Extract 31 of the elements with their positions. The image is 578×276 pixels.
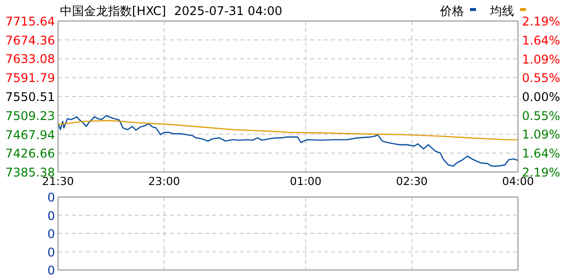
y2-tick-label: 1.09% [522,52,560,66]
y-tick-label: 7467.94 [5,128,55,142]
y2-tick-label: 0.55% [522,108,560,123]
line-series [57,120,519,140]
x-tick-label: 23:00 [148,175,180,188]
y-tick-label: 0 [47,227,55,241]
legend-label: 均线 [489,4,514,18]
y-tick-label: 0 [47,208,55,223]
y2-tick-label: 1.64% [522,33,560,48]
y2-tick-label: 1.64% [522,146,560,161]
y-tick-label: 7591.79 [5,71,55,86]
y-tick-label: 0 [47,245,55,260]
y-tick-label: 7633.08 [5,52,55,66]
y-tick-label: 7426.66 [5,146,55,161]
x-tick-label: 02:30 [396,175,428,188]
y-tick-label: 0 [47,190,55,204]
y2-tick-label: 0.55% [522,71,560,86]
y2-tick-label: 2.19% [522,14,560,28]
y-tick-label: 7674.36 [5,33,55,48]
y-tick-label: 7715.64 [5,14,55,28]
chart-title: 中国金龙指数[HXC] [60,4,166,18]
y-tick-label: 7509.23 [5,108,55,123]
x-tick-label: 04:00 [502,175,534,188]
line-series [57,114,519,167]
y-tick-label: 0 [47,264,55,276]
x-tick-label: 01:00 [290,175,322,188]
legend-label: 价格 [439,4,464,18]
y-tick-label: 7550.51 [5,90,55,104]
y2-tick-label: 0.00% [522,90,560,104]
y2-tick-label: 1.09% [522,128,560,142]
chart-subtitle: 2025-07-31 04:00 [174,4,282,18]
